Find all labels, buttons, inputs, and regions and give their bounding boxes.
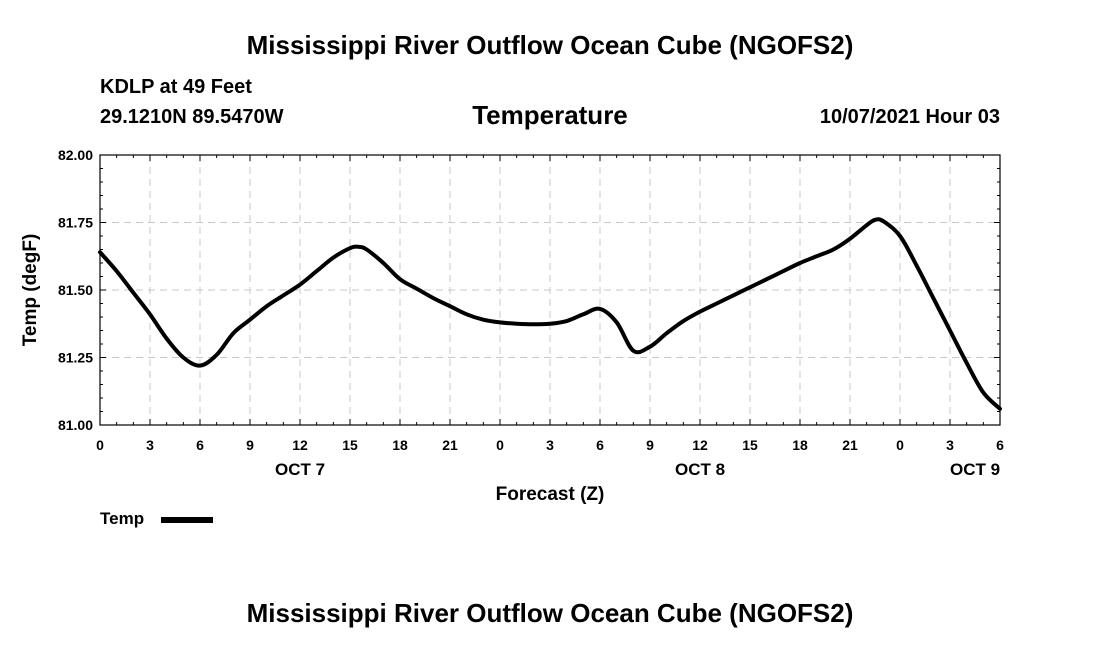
day-label: OCT 9 [950, 460, 1000, 479]
tick-labels: 0 3 6 9 12 15 18 21 0 3 6 9 12 15 18 21 0 3 6 OCT 7 OCT 8 OCT… [58, 147, 1004, 479]
day-label: OCT 7 [275, 460, 325, 479]
series-line-temp [98, 217, 1002, 411]
x-tick-label: 15 [342, 437, 358, 453]
x-tick-label: 9 [646, 437, 654, 453]
y-tick-label: 81.75 [58, 215, 93, 231]
x-tick-label: 18 [392, 437, 408, 453]
x-tick-label: 12 [292, 437, 308, 453]
run-time-label: 10/07/2021 Hour 03 [819, 106, 1000, 128]
x-tick-label: 3 [946, 437, 954, 453]
legend-swatch [161, 517, 213, 523]
x-tick-label: 12 [692, 437, 708, 453]
x-tick-label: 0 [896, 437, 904, 453]
day-label: OCT 8 [675, 460, 725, 479]
x-tick-label: 3 [546, 437, 554, 453]
x-tick-label: 21 [442, 437, 458, 453]
station-label: KDLP at 49 Feet [100, 76, 252, 98]
coordinates-label: 29.1210N 89.5470W [100, 106, 284, 128]
y-tick-label: 81.25 [58, 350, 93, 366]
x-axis-label: Forecast (Z) [496, 484, 605, 505]
footer-title: Mississippi River Outflow Ocean Cube (NG… [246, 598, 854, 628]
chart-title: Mississippi River Outflow Ocean Cube (NG… [246, 30, 854, 60]
x-tick-label: 0 [96, 437, 104, 453]
x-tick-label: 21 [842, 437, 858, 453]
y-tick-label: 81.00 [58, 417, 93, 433]
x-tick-label: 6 [996, 437, 1004, 453]
x-tick-label: 6 [596, 437, 604, 453]
x-tick-label: 15 [742, 437, 758, 453]
x-tick-label: 18 [792, 437, 808, 453]
y-axis-label: Temp (degF) [20, 234, 41, 347]
x-tick-label: 9 [246, 437, 254, 453]
x-tick-label: 6 [196, 437, 204, 453]
grid [100, 155, 1000, 425]
x-tick-label: 3 [146, 437, 154, 453]
y-tick-label: 82.00 [58, 147, 93, 163]
x-tick-label: 0 [496, 437, 504, 453]
chart-subtitle: Temperature [472, 100, 628, 130]
axis-ticks [99, 154, 1001, 426]
y-tick-label: 81.50 [58, 282, 93, 298]
legend-label: Temp [100, 509, 145, 528]
